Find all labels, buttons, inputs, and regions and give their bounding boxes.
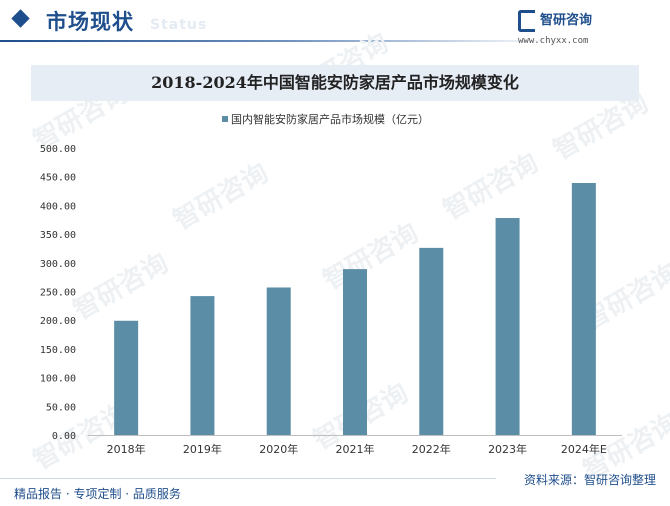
legend-label: 国内智能安防家居产品市场规模（亿元）: [231, 112, 429, 126]
section-title: 市场现状: [46, 10, 134, 34]
bar: [190, 296, 215, 435]
legend-swatch: [222, 116, 228, 122]
x-tick-label: 2024年E: [561, 442, 607, 456]
bar: [343, 269, 367, 435]
y-tick-label: 50.00: [46, 402, 76, 413]
x-tick-label: 2018年: [107, 442, 146, 456]
chart-title: 2018-2024年中国智能安防家居产品市场规模变化: [151, 73, 519, 92]
y-tick-label: 0.00: [52, 431, 76, 442]
x-tick-label: 2022年: [412, 442, 451, 456]
page-header: 市场现状 Status: [0, 0, 670, 46]
bar: [266, 287, 291, 435]
bar: [495, 218, 520, 435]
bar: [571, 183, 596, 435]
section-subtitle: Status: [150, 17, 208, 33]
y-tick-label: 200.00: [40, 316, 76, 327]
y-tick-label: 300.00: [40, 259, 76, 270]
footer-slogan: 精品报告 · 专项定制 · 品质服务: [14, 487, 181, 501]
y-tick-label: 100.00: [40, 374, 76, 385]
y-tick-label: 350.00: [40, 230, 76, 241]
footer-divider: [0, 478, 496, 479]
x-tick-label: 2021年: [336, 442, 375, 456]
y-tick-label: 500.00: [40, 144, 76, 155]
logo-icon: [518, 10, 535, 32]
x-tick-label: 2023年: [488, 442, 527, 456]
logo-name: 智研咨询: [540, 13, 593, 28]
header-divider: [0, 40, 560, 42]
y-tick-label: 400.00: [40, 201, 76, 212]
x-tick-label: 2020年: [259, 442, 298, 456]
y-tick-label: 150.00: [40, 345, 76, 356]
brand-logo: 智研咨询 www.chyxx.com: [518, 9, 648, 49]
y-tick-label: 250.00: [40, 288, 76, 299]
bar: [114, 320, 139, 435]
y-tick-label: 450.00: [40, 173, 76, 184]
bar: [419, 247, 444, 435]
logo-url: www.chyxx.com: [518, 36, 589, 46]
chart-title-band: 2018-2024年中国智能安防家居产品市场规模变化: [31, 65, 639, 101]
x-tick-label: 2019年: [183, 442, 222, 456]
data-source: 资料来源：智研咨询整理: [523, 473, 656, 487]
